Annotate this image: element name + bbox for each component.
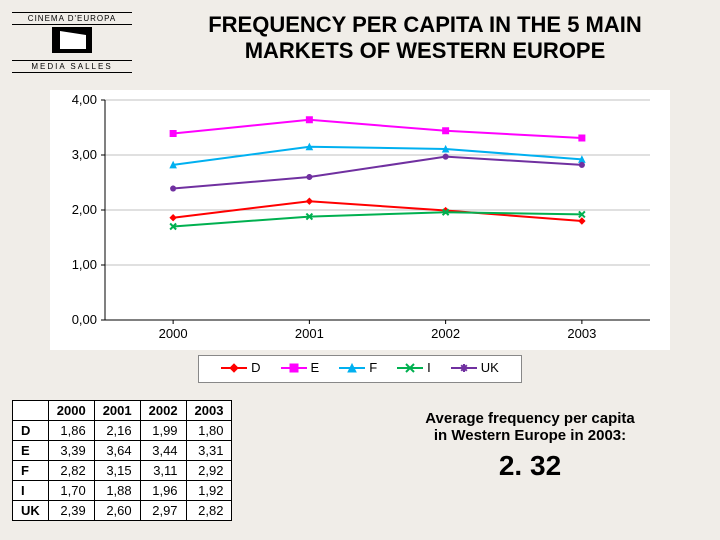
legend-item: E xyxy=(281,360,320,375)
svg-text:4,00: 4,00 xyxy=(72,92,97,107)
logo-top-text: CINEMA D'EUROPA xyxy=(12,12,132,25)
table-cell: 1,99 xyxy=(140,421,186,441)
svg-text:3,00: 3,00 xyxy=(72,147,97,162)
title-line-2: MARKETS OF WESTERN EUROPE xyxy=(150,38,700,64)
legend-item: D xyxy=(221,360,260,375)
table-cell: 2,60 xyxy=(94,501,140,521)
table-row: UK2,392,602,972,82 xyxy=(13,501,232,521)
average-label-2: in Western Europe in 2003: xyxy=(380,427,680,444)
chart-legend: D E F I UK xyxy=(50,355,670,383)
svg-text:2000: 2000 xyxy=(159,326,188,341)
table-cell: 1,92 xyxy=(186,481,232,501)
legend-label: F xyxy=(369,360,377,375)
table-row-header: UK xyxy=(13,501,49,521)
legend-box: D E F I UK xyxy=(198,355,522,383)
logo: CINEMA D'EUROPA MEDIA SALLES xyxy=(12,12,132,73)
table-row: I1,701,881,961,92 xyxy=(13,481,232,501)
svg-text:1,00: 1,00 xyxy=(72,257,97,272)
table-cell: 2,39 xyxy=(48,501,94,521)
legend-label: I xyxy=(427,360,431,375)
table-cell: 2,92 xyxy=(186,461,232,481)
table-row-header: F xyxy=(13,461,49,481)
table-row: E3,393,643,443,31 xyxy=(13,441,232,461)
table-cell: 1,88 xyxy=(94,481,140,501)
table-cell: 1,96 xyxy=(140,481,186,501)
table-cell: 2,16 xyxy=(94,421,140,441)
table-cell: 2,82 xyxy=(186,501,232,521)
svg-text:2002: 2002 xyxy=(431,326,460,341)
svg-text:2001: 2001 xyxy=(295,326,324,341)
legend-label: D xyxy=(251,360,260,375)
table-cell: 1,86 xyxy=(48,421,94,441)
logo-bottom-text: MEDIA SALLES xyxy=(12,60,132,73)
average-label-1: Average frequency per capita xyxy=(380,410,680,427)
data-table: 2000200120022003D1,862,161,991,80E3,393,… xyxy=(12,400,232,521)
page-title: FREQUENCY PER CAPITA IN THE 5 MAIN MARKE… xyxy=(150,12,700,65)
table-cell: 3,39 xyxy=(48,441,94,461)
average-block: Average frequency per capita in Western … xyxy=(380,410,680,482)
table-header: 2000 xyxy=(48,401,94,421)
table-cell: 2,97 xyxy=(140,501,186,521)
svg-text:2,00: 2,00 xyxy=(72,202,97,217)
table-cell: 3,64 xyxy=(94,441,140,461)
table-header xyxy=(13,401,49,421)
table-row: D1,862,161,991,80 xyxy=(13,421,232,441)
table-cell: 1,70 xyxy=(48,481,94,501)
average-value: 2. 32 xyxy=(380,450,680,482)
logo-icon xyxy=(12,25,132,60)
legend-label: E xyxy=(311,360,320,375)
table-cell: 3,44 xyxy=(140,441,186,461)
line-chart: 0,00 1,00 2,00 3,00 4,00 2000 2001 2002 2003 xyxy=(50,90,670,350)
table-row-header: D xyxy=(13,421,49,441)
table-row-header: I xyxy=(13,481,49,501)
legend-item: I xyxy=(397,360,431,375)
svg-text:2003: 2003 xyxy=(567,326,596,341)
title-line-1: FREQUENCY PER CAPITA IN THE 5 MAIN xyxy=(150,12,700,38)
legend-item: F xyxy=(339,360,377,375)
legend-item: UK xyxy=(451,360,499,375)
table-cell: 1,80 xyxy=(186,421,232,441)
table-header: 2002 xyxy=(140,401,186,421)
table-cell: 3,31 xyxy=(186,441,232,461)
table-cell: 2,82 xyxy=(48,461,94,481)
table-cell: 3,15 xyxy=(94,461,140,481)
table-header: 2003 xyxy=(186,401,232,421)
table-header: 2001 xyxy=(94,401,140,421)
table-row: F2,823,153,112,92 xyxy=(13,461,232,481)
table-row-header: E xyxy=(13,441,49,461)
table-cell: 3,11 xyxy=(140,461,186,481)
legend-label: UK xyxy=(481,360,499,375)
svg-text:0,00: 0,00 xyxy=(72,312,97,327)
